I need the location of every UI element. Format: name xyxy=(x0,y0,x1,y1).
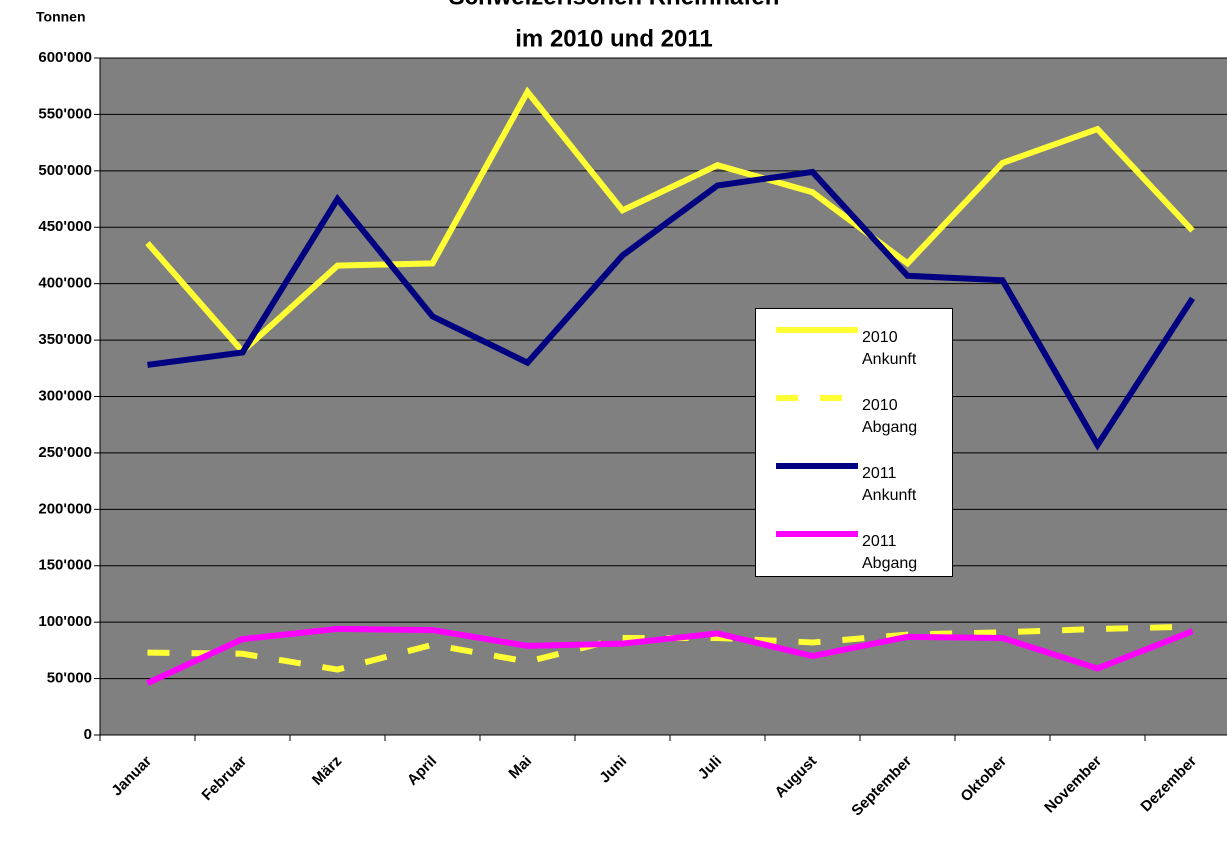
y-tick-label: 100'000 xyxy=(38,613,92,630)
series-line xyxy=(147,168,1196,451)
chart-title: Schweizerischen Rheinhäfen xyxy=(449,0,780,10)
x-tick-label: Februar xyxy=(199,753,251,805)
x-tick-label: Juli xyxy=(695,753,725,783)
x-tick-label: März xyxy=(309,753,345,789)
y-tick-label: 150'000 xyxy=(38,557,92,574)
x-tick-label: Oktober xyxy=(957,753,1010,806)
x-tick-label: September xyxy=(848,753,915,820)
y-tick-label: 600'000 xyxy=(38,49,92,66)
legend-swatch xyxy=(776,395,858,401)
legend-label: 2011 Ankunft xyxy=(862,465,917,504)
y-tick-label: 400'000 xyxy=(38,275,92,292)
y-tick-label: 550'000 xyxy=(38,105,92,122)
legend-entry: 2010 Abgang xyxy=(756,383,952,443)
y-tick-label: 350'000 xyxy=(38,331,92,348)
x-tick-label: April xyxy=(404,753,440,789)
y-axis-label: Tonnen xyxy=(36,9,86,25)
x-tick-label: August xyxy=(772,753,821,802)
y-tick-label: 50'000 xyxy=(47,670,92,687)
legend-label: 2011 Abgang xyxy=(862,533,918,572)
legend-label: 2010 Abgang xyxy=(862,397,918,436)
chart-title: im 2010 und 2011 xyxy=(515,25,712,52)
legend-label: 2010 Ankunft xyxy=(862,329,917,368)
legend-swatch xyxy=(776,327,858,333)
y-tick-label: 450'000 xyxy=(38,218,92,235)
x-tick-label: November xyxy=(1041,752,1105,816)
y-tick-label: 200'000 xyxy=(38,500,92,517)
x-tick-label: Dezember xyxy=(1137,753,1200,816)
legend-entry: 2011 Ankunft xyxy=(756,451,952,511)
y-tick-label: 500'000 xyxy=(38,162,92,179)
y-tick-label: 250'000 xyxy=(38,444,92,461)
x-tick-label: Januar xyxy=(108,753,155,800)
x-tick-label: Mai xyxy=(505,753,535,783)
legend: 2010 Ankunft 2010 Abgang 2011 Ankunft 2011 … xyxy=(755,308,953,577)
series-line xyxy=(145,86,1195,356)
legend-swatch xyxy=(776,531,858,537)
x-tick-label: Juni xyxy=(596,753,630,787)
y-tick-label: 300'000 xyxy=(38,387,92,404)
legend-swatch xyxy=(776,463,858,469)
series-line xyxy=(146,625,1194,686)
y-tick-label: 0 xyxy=(84,726,92,743)
legend-entry: 2010 Ankunft xyxy=(756,315,952,375)
legend-entry: 2011 Abgang xyxy=(756,519,952,579)
